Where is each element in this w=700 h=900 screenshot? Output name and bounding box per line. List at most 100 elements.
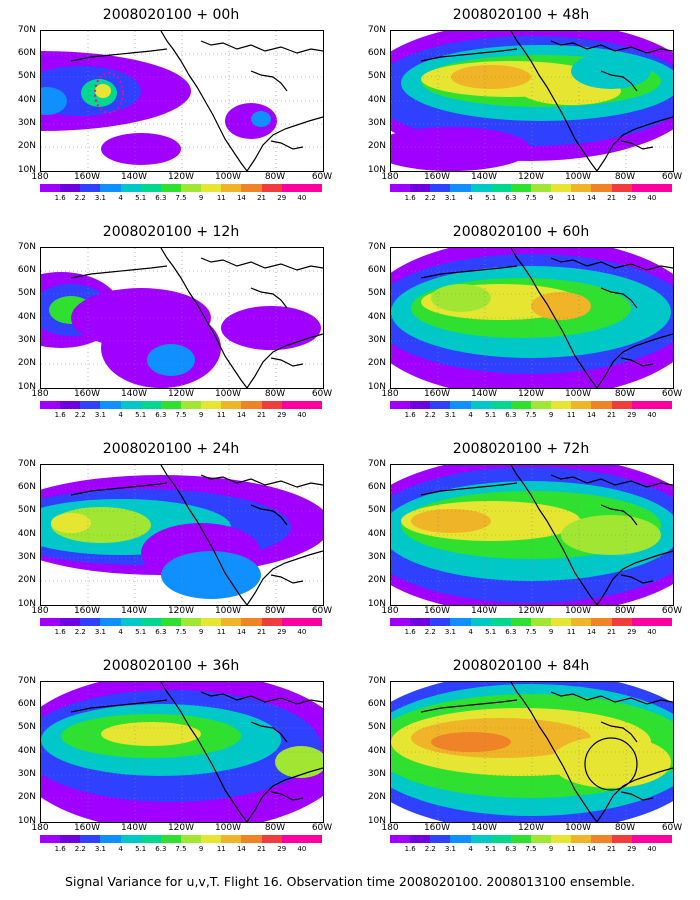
latitude-tick-label: 60N bbox=[17, 699, 36, 709]
colorbar-tick-label: 3.1 bbox=[94, 194, 106, 202]
latitude-tick-label: 10N bbox=[367, 599, 386, 609]
longitude-tick-label: 80W bbox=[614, 389, 636, 399]
colorbar-tick-label: 6.3 bbox=[505, 628, 517, 636]
coastline bbox=[246, 116, 323, 171]
colorbar-tick-label: 14 bbox=[236, 411, 246, 419]
colorbar-swatch bbox=[470, 184, 491, 192]
longitude-tick-label: 60W bbox=[311, 172, 333, 182]
longitude-tick-label: 120W bbox=[517, 172, 545, 182]
colorbar-swatch bbox=[551, 618, 572, 626]
colorbar-tick-label: 9 bbox=[198, 194, 204, 202]
map-panel-72h: 2008020100 + 72h 70N 60N 50N 40N 30N 20N 10N 18… bbox=[356, 440, 686, 650]
colorbar-tick-label: 5.1 bbox=[135, 845, 147, 853]
longitude-tick-label: 160W bbox=[73, 606, 101, 616]
latitude-tick-label: 70N bbox=[367, 25, 386, 35]
colorbar-tick-label: 6.3 bbox=[155, 628, 167, 636]
colorbar-swatch bbox=[651, 835, 672, 843]
colorbar-tick-label: 7.5 bbox=[525, 845, 537, 853]
colorbar-swatch bbox=[120, 835, 141, 843]
latitude-tick-label: 30N bbox=[367, 769, 386, 779]
latitude-tick-label: 60N bbox=[367, 48, 386, 58]
colorbar-tick-label: 3.1 bbox=[444, 845, 456, 853]
colorbar-swatch bbox=[631, 835, 652, 843]
latitude-tick-label: 40N bbox=[367, 746, 386, 756]
latitude-tick-label: 40N bbox=[17, 746, 36, 756]
latitude-tick-label: 10N bbox=[367, 165, 386, 175]
colorbar-tick-label: 40 bbox=[647, 194, 657, 202]
longitude-tick-label: 180 bbox=[31, 606, 49, 616]
latitude-tick-label: 20N bbox=[17, 792, 36, 802]
colorbar-swatch bbox=[450, 835, 471, 843]
colorbar-swatch bbox=[261, 835, 282, 843]
colorbar-tick-label: 7.5 bbox=[525, 628, 537, 636]
map-plot bbox=[40, 30, 324, 172]
colorbar-swatch bbox=[301, 618, 322, 626]
colorbar-tick-label: 3.1 bbox=[444, 411, 456, 419]
colorbar-tick-label: 14 bbox=[236, 845, 246, 853]
colorbar-swatch bbox=[631, 618, 652, 626]
coastline bbox=[550, 257, 673, 271]
colorbar-swatch bbox=[510, 835, 531, 843]
latitude-tick-label: 20N bbox=[367, 358, 386, 368]
latitude-tick-label: 50N bbox=[17, 722, 36, 732]
longitude-tick-label: 60W bbox=[661, 389, 683, 399]
colorbar-swatch bbox=[241, 835, 262, 843]
colorbar-swatch bbox=[201, 618, 222, 626]
latitude-tick-label: 70N bbox=[17, 676, 36, 686]
latitude-tick-label: 20N bbox=[367, 141, 386, 151]
longitude-tick-label: 60W bbox=[311, 389, 333, 399]
colorbar-swatch bbox=[490, 184, 511, 192]
colorbar-tick-label: 29 bbox=[277, 845, 287, 853]
colorbar-swatch bbox=[100, 835, 121, 843]
latitude-tick-label: 40N bbox=[367, 95, 386, 105]
colorbar-tick-label: 6.3 bbox=[155, 411, 167, 419]
colorbar bbox=[40, 835, 322, 843]
colorbar-tick-label: 9 bbox=[548, 628, 554, 636]
colorbar-tick-label: 6.3 bbox=[155, 194, 167, 202]
coastline bbox=[70, 265, 168, 279]
latitude-tick-label: 70N bbox=[367, 676, 386, 686]
colorbar-swatch bbox=[470, 618, 491, 626]
colorbar-tick-label: 29 bbox=[277, 628, 287, 636]
coastline bbox=[596, 116, 673, 171]
colorbar-tick-label: 14 bbox=[236, 628, 246, 636]
colorbar-swatch bbox=[571, 401, 592, 409]
longitude-tick-label: 100W bbox=[564, 606, 592, 616]
colorbar-swatch bbox=[430, 401, 451, 409]
colorbar-swatch bbox=[281, 835, 302, 843]
colorbar-tick-label: 4 bbox=[118, 411, 123, 419]
colorbar-tick-label: 3.1 bbox=[94, 411, 106, 419]
coastline bbox=[200, 474, 323, 488]
longitude-tick-label: 140W bbox=[470, 606, 498, 616]
longitude-tick-label: 160W bbox=[73, 389, 101, 399]
signal-variance-field bbox=[391, 465, 673, 605]
variance-contour-region bbox=[101, 722, 201, 746]
colorbar-swatch bbox=[160, 184, 181, 192]
colorbar-tick-label: 6.3 bbox=[505, 411, 517, 419]
latitude-tick-label: 10N bbox=[17, 382, 36, 392]
colorbar-tick-label: 6.3 bbox=[505, 194, 517, 202]
colorbar-swatch bbox=[80, 618, 101, 626]
colorbar-tick-label: 9 bbox=[548, 411, 554, 419]
longitude-tick-label: 60W bbox=[661, 823, 683, 833]
colorbar-tick-label: 1.6 bbox=[404, 845, 416, 853]
latitude-tick-label: 40N bbox=[367, 529, 386, 539]
latitude-tick-label: 20N bbox=[17, 358, 36, 368]
map-plot bbox=[40, 247, 324, 389]
colorbar-swatch bbox=[611, 184, 632, 192]
longitude-tick-label: 80W bbox=[614, 823, 636, 833]
colorbar-tick-label: 6.3 bbox=[505, 845, 517, 853]
coastline bbox=[70, 482, 168, 496]
latitude-tick-label: 70N bbox=[17, 459, 36, 469]
longitude-tick-label: 80W bbox=[264, 606, 286, 616]
colorbar-swatch bbox=[140, 401, 161, 409]
colorbar-tick-label: 4 bbox=[468, 628, 473, 636]
colorbar-labels: 1.6 2.2 3.1 4 5.1 6.3 7.5 9 11 14 21 29 40 bbox=[40, 411, 322, 421]
latitude-tick-label: 20N bbox=[367, 792, 386, 802]
variance-contour-region bbox=[275, 746, 323, 778]
latitude-tick-label: 60N bbox=[17, 265, 36, 275]
longitude-tick-label: 100W bbox=[214, 389, 242, 399]
colorbar-labels: 1.6 2.2 3.1 4 5.1 6.3 7.5 9 11 14 21 29 40 bbox=[40, 845, 322, 855]
colorbar-tick-label: 1.6 bbox=[404, 628, 416, 636]
longitude-tick-label: 80W bbox=[614, 172, 636, 182]
